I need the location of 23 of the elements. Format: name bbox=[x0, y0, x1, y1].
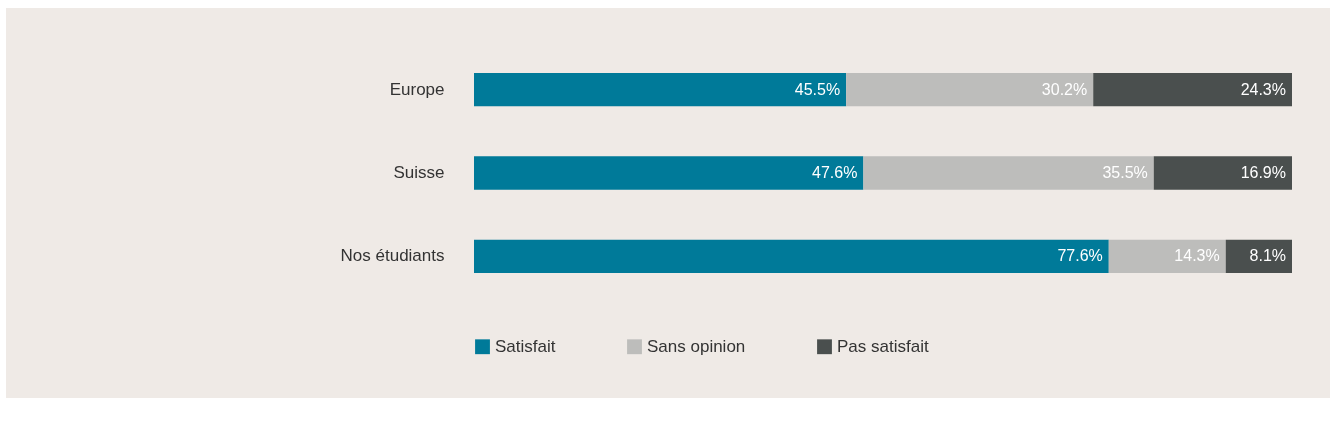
bar bbox=[846, 73, 1094, 107]
bar bbox=[474, 156, 864, 190]
data-label: 14.3% bbox=[1174, 247, 1220, 265]
data-label: 77.6% bbox=[1057, 247, 1103, 265]
data-label: 16.9% bbox=[1240, 164, 1286, 181]
bar bbox=[863, 156, 1154, 190]
data-label: 24.3% bbox=[1240, 80, 1286, 98]
data-label: 47.6% bbox=[811, 164, 858, 181]
bar bbox=[1153, 156, 1292, 190]
bar bbox=[474, 73, 847, 107]
bar bbox=[1093, 73, 1292, 107]
data-label: 30.2% bbox=[1041, 80, 1088, 98]
data-label: 8.1% bbox=[1249, 247, 1286, 265]
bar bbox=[1108, 239, 1226, 273]
y-tick-label: Nos étudiants bbox=[340, 246, 445, 266]
data-label: 45.5% bbox=[794, 80, 841, 98]
legend-label: Sans opinion bbox=[647, 336, 746, 356]
bar bbox=[474, 239, 1109, 273]
legend-label: Pas satisfait bbox=[837, 336, 929, 356]
legend-label: Satisfait bbox=[495, 336, 556, 356]
data-label: 35.5% bbox=[1102, 164, 1148, 181]
y-tick-label: Europe bbox=[389, 79, 445, 99]
y-tick-label: Suisse bbox=[393, 163, 445, 182]
